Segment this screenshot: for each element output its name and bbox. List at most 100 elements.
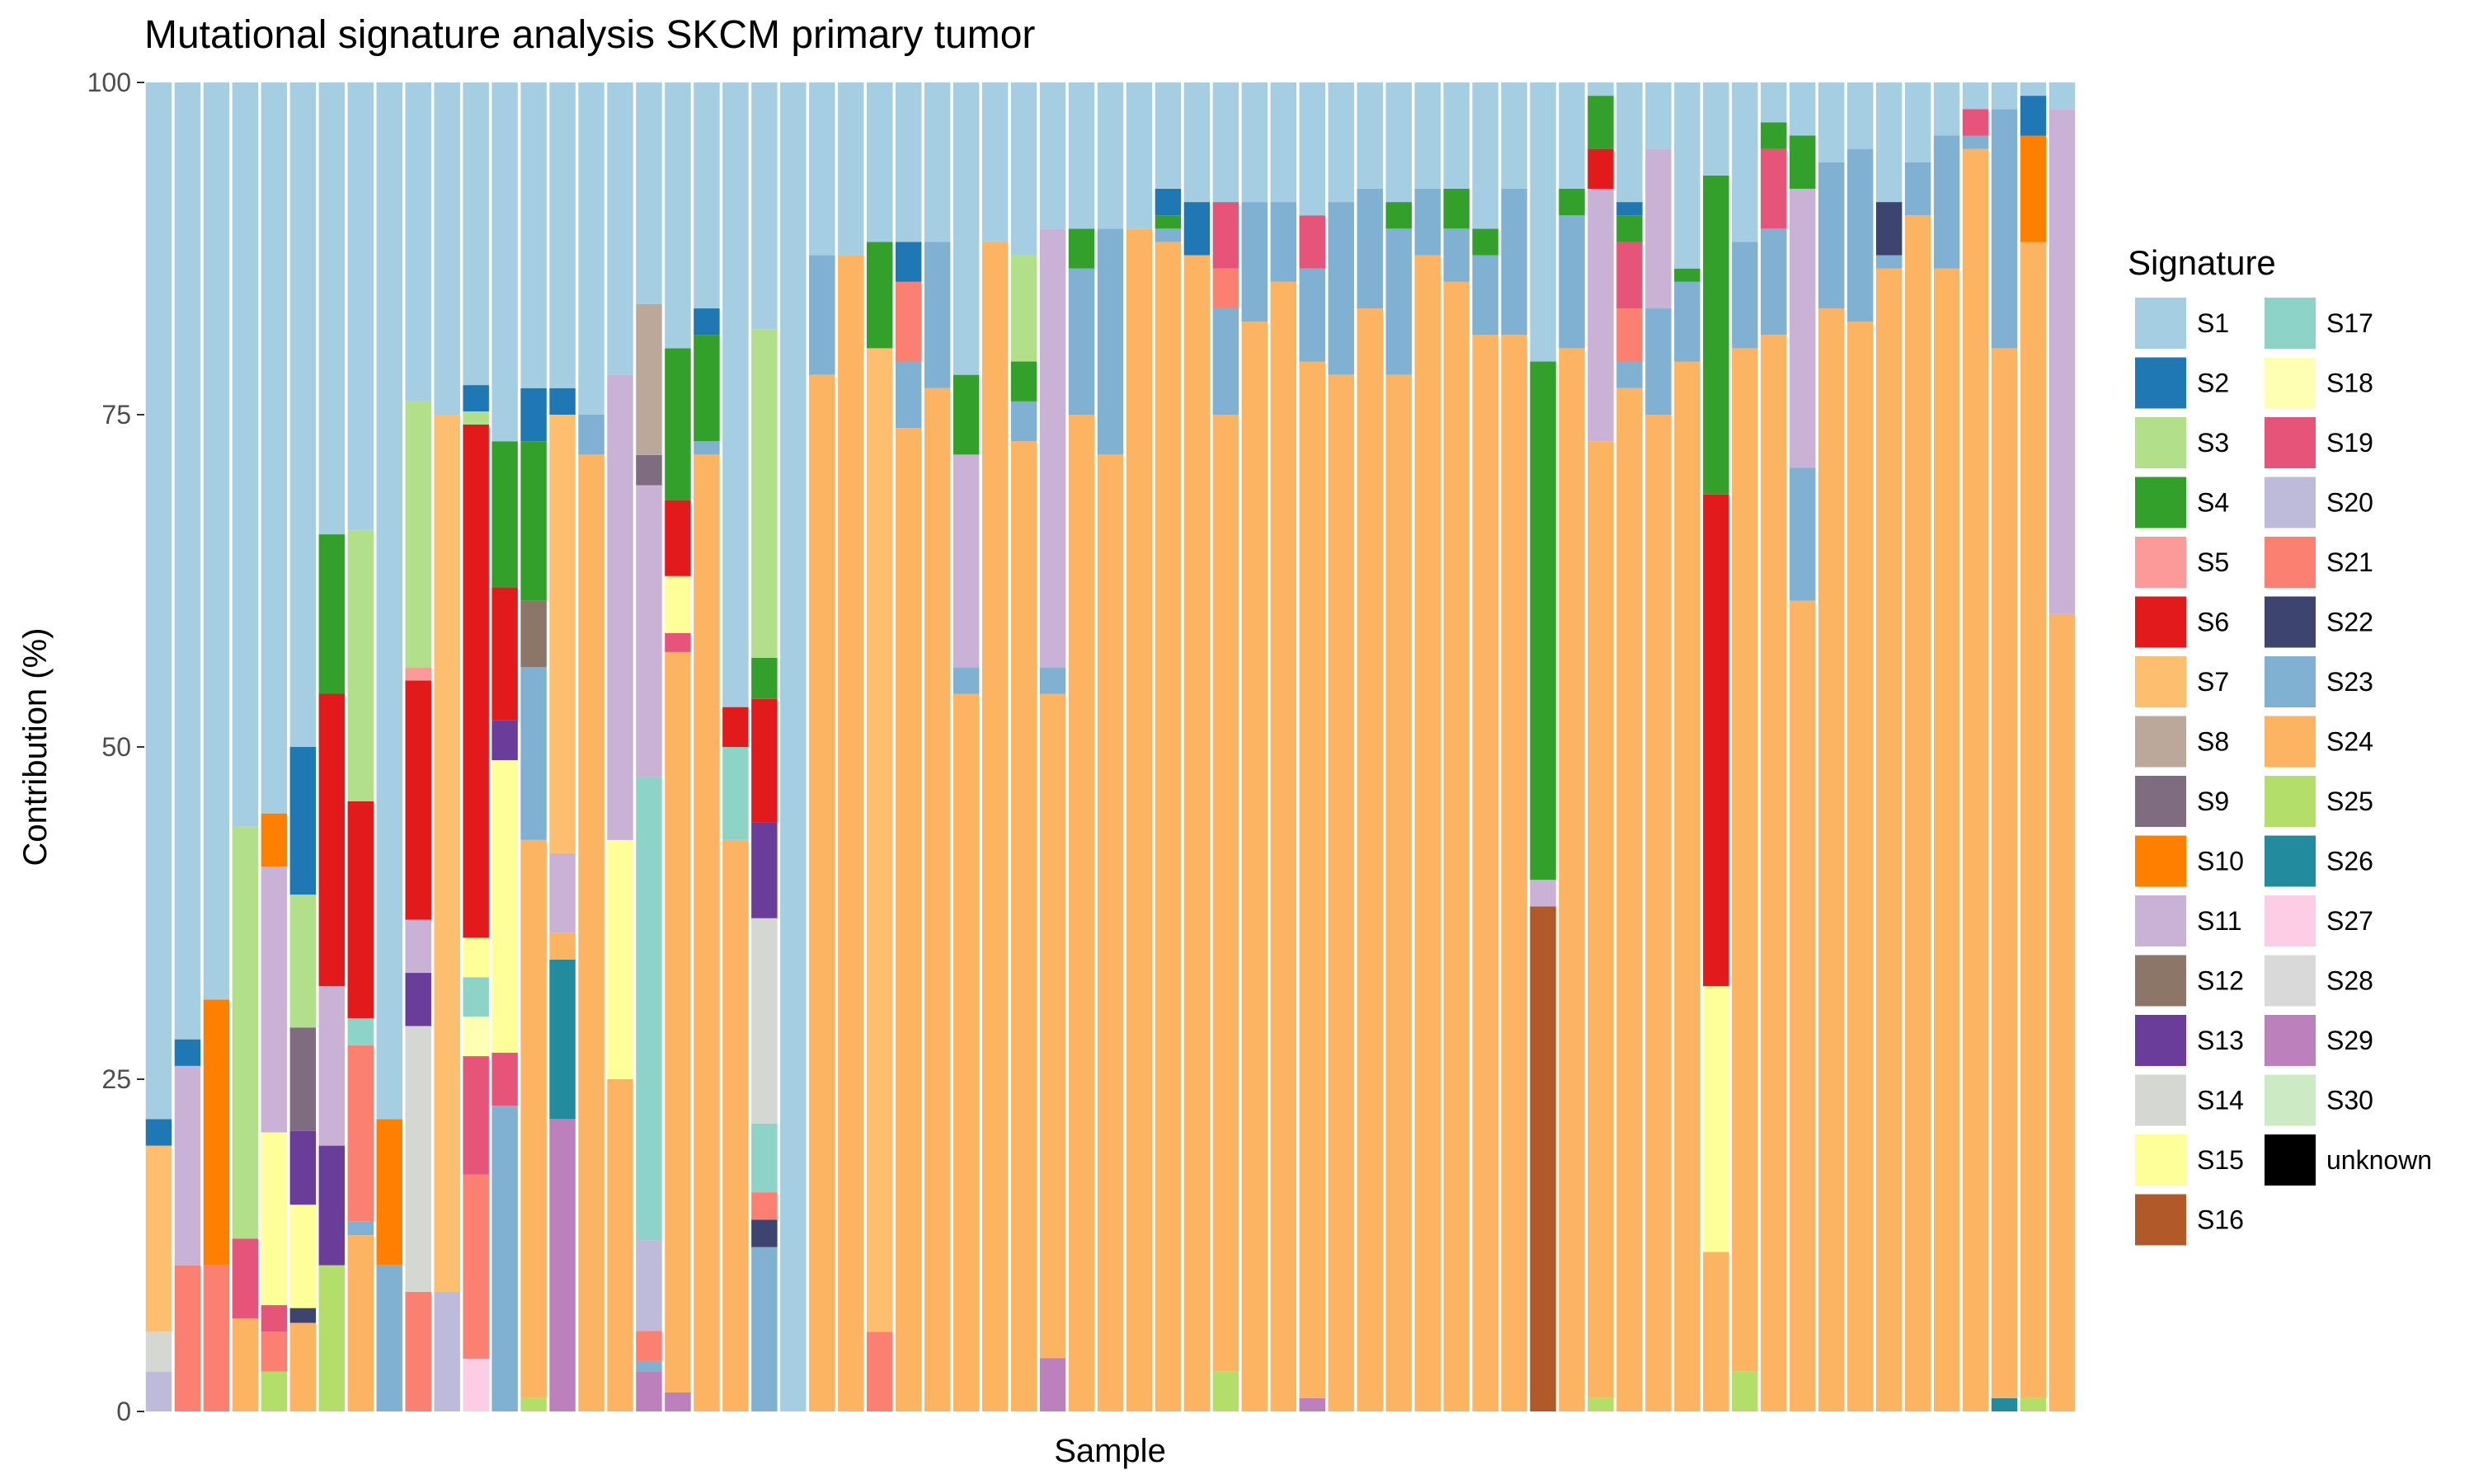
legend-swatch bbox=[2133, 834, 2188, 889]
bar-segment-s29 bbox=[665, 1392, 691, 1411]
bar-segment-s4 bbox=[1010, 361, 1037, 402]
y-tick-label: 75 bbox=[101, 400, 131, 430]
bar-segment-s21 bbox=[174, 1265, 201, 1411]
bar-segment-s6 bbox=[665, 500, 691, 576]
bar-segment-s20 bbox=[434, 1291, 460, 1411]
sample-bar bbox=[405, 82, 431, 1411]
bar-segment-s1 bbox=[1328, 82, 1354, 203]
legend-swatch bbox=[2133, 1013, 2188, 1068]
bar-segment-s4 bbox=[1616, 215, 1643, 242]
bar-segment-s23 bbox=[1299, 268, 1326, 362]
bar-segment-s1 bbox=[1761, 82, 1787, 123]
legend-swatch bbox=[2133, 535, 2188, 589]
legend-swatch bbox=[2263, 834, 2317, 889]
bar-segment-s19 bbox=[232, 1238, 259, 1319]
bar-segment-s3 bbox=[347, 529, 374, 801]
legend-item-s22: S22 bbox=[2263, 594, 2373, 650]
bar-segment-s15 bbox=[261, 1132, 288, 1306]
legend-item-s29: S29 bbox=[2263, 1013, 2373, 1068]
bar-segment-s24 bbox=[1241, 322, 1268, 1411]
sample-bar bbox=[1501, 82, 1527, 1411]
bar-segment-s23 bbox=[1443, 228, 1470, 282]
legend-label: S16 bbox=[2197, 1205, 2244, 1235]
bar-segment-s24 bbox=[694, 454, 720, 1411]
bar-segment-s24 bbox=[1299, 361, 1326, 1398]
legend-swatch bbox=[2133, 1073, 2188, 1128]
bar-segment-s24 bbox=[1645, 415, 1672, 1411]
legend-label: S11 bbox=[2197, 906, 2242, 936]
bar-segment-s1 bbox=[1818, 82, 1845, 162]
bar-segment-s1 bbox=[232, 82, 259, 827]
legend-label: S13 bbox=[2197, 1026, 2244, 1055]
bar-segment-s23 bbox=[1962, 135, 1989, 149]
legend-label: S3 bbox=[2197, 428, 2229, 458]
bar-segment-s1 bbox=[1183, 82, 1211, 203]
bar-segment-s21 bbox=[347, 1045, 374, 1222]
bar-segment-s24 bbox=[1068, 415, 1095, 1411]
sample-bar bbox=[1155, 82, 1182, 1412]
sample-bar bbox=[1414, 82, 1441, 1411]
legend-item-s15: S15 bbox=[2133, 1133, 2244, 1187]
legend-label: S21 bbox=[2326, 547, 2373, 577]
sample-bar bbox=[607, 82, 633, 1411]
sample-bar bbox=[1616, 82, 1643, 1411]
legend-item-s10: S10 bbox=[2133, 834, 2244, 889]
bar-segment-s23 bbox=[1790, 467, 1816, 601]
legend-item-s4: S4 bbox=[2133, 475, 2229, 530]
bar-segment-s11 bbox=[1645, 148, 1672, 309]
legend-label: S14 bbox=[2197, 1086, 2244, 1115]
bar-segment-s24 bbox=[981, 242, 1009, 1412]
bar-segment-s11 bbox=[549, 852, 576, 933]
bar-segment-s7 bbox=[549, 415, 576, 853]
bar-segment-s15 bbox=[665, 575, 691, 633]
sample-bar bbox=[1818, 82, 1845, 1411]
legend-item-s8: S8 bbox=[2133, 714, 2229, 769]
y-tick-label: 100 bbox=[87, 68, 131, 97]
bar-segment-s24 bbox=[1559, 348, 1585, 1411]
sample-bar bbox=[1962, 82, 1989, 1412]
bar-segment-s3 bbox=[1010, 255, 1037, 362]
legend-swatch bbox=[2133, 594, 2188, 650]
bar-segment-s24 bbox=[1818, 308, 1845, 1411]
sample-bar bbox=[232, 82, 259, 1411]
bar-segment-s23 bbox=[1155, 228, 1182, 242]
bar-segment-s24 bbox=[1761, 335, 1787, 1411]
bar-segment-s17 bbox=[751, 1124, 778, 1193]
bar-segment-s23 bbox=[1241, 202, 1268, 322]
bar-segment-s4 bbox=[1559, 188, 1585, 216]
bar-segment-s23 bbox=[1068, 268, 1095, 415]
sample-bar bbox=[2020, 82, 2047, 1411]
bar-segment-s1 bbox=[1443, 82, 1470, 189]
bar-segment-s23 bbox=[1328, 202, 1354, 375]
bar-segment-s11 bbox=[318, 986, 346, 1146]
bar-segment-s23 bbox=[1846, 148, 1874, 322]
bar-segment-s23 bbox=[520, 667, 547, 840]
bar-segment-s1 bbox=[1703, 82, 1729, 176]
bar-segment-s11 bbox=[952, 454, 980, 668]
sample-bar bbox=[1068, 82, 1095, 1411]
bar-segment-s23 bbox=[1501, 188, 1527, 336]
sample-bar bbox=[549, 82, 576, 1411]
sample-bar bbox=[694, 82, 720, 1411]
bar-segment-s23 bbox=[1933, 135, 1960, 269]
bar-segment-s23 bbox=[1414, 188, 1441, 256]
bar-segment-s9 bbox=[636, 454, 662, 486]
bar-segment-s16 bbox=[1530, 906, 1556, 1411]
bar-segment-s2 bbox=[145, 1119, 172, 1146]
bar-segment-s21 bbox=[895, 281, 922, 362]
legend-swatch bbox=[2263, 296, 2317, 350]
bar-segment-s25 bbox=[1732, 1371, 1758, 1411]
legend-item-s1: S1 bbox=[2133, 296, 2229, 350]
legend-swatch bbox=[2133, 296, 2188, 350]
sample-bar bbox=[780, 82, 807, 1411]
bar-segment-s11 bbox=[636, 485, 662, 777]
bar-segment-s24 bbox=[578, 454, 604, 1411]
sample-bar bbox=[1703, 82, 1729, 1411]
sample-bar bbox=[1846, 82, 1874, 1411]
bar-segment-s19 bbox=[1761, 148, 1787, 229]
bar-segment-s4 bbox=[1385, 202, 1412, 229]
bar-segment-s1 bbox=[1904, 82, 1931, 162]
bar-segment-s21 bbox=[636, 1331, 662, 1361]
legend-swatch bbox=[2133, 774, 2188, 829]
legend-swatch bbox=[2263, 655, 2317, 709]
